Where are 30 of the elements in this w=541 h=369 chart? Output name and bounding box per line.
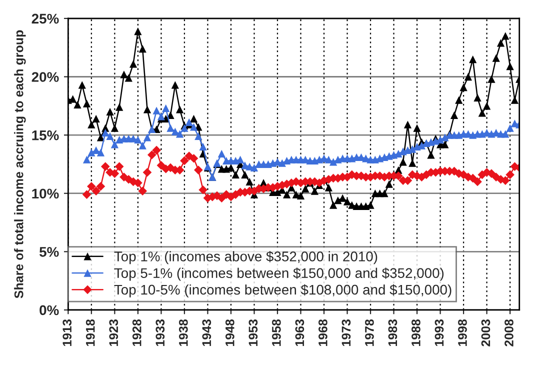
y-axis-title: Share of total income accruing to each group — [14, 30, 26, 298]
legend-label: Top 5-1% (incomes between $150,000 and $352,000) — [114, 268, 444, 281]
y-tick-label: 10% — [32, 188, 59, 199]
x-tick-label: 1953 — [248, 319, 258, 346]
x-tick-label: 1928 — [132, 319, 142, 346]
x-tick-label: 1938 — [178, 319, 188, 346]
x-tick-label: 1963 — [295, 319, 304, 346]
x-tick-label: 1943 — [202, 319, 212, 346]
x-tick-label: 1948 — [225, 319, 234, 346]
x-tick-label: 1973 — [342, 319, 351, 346]
y-tick-label: 5% — [39, 247, 59, 257]
x-tick-label: 1968 — [318, 319, 328, 346]
x-tick-label: 1988 — [412, 319, 420, 346]
x-tick-label: 1993 — [434, 319, 444, 346]
legend-label: Top 10-5% (incomes between $108,000 and $150,000) — [114, 284, 452, 298]
y-tick-label: 25% — [32, 14, 59, 24]
y-tick-label: 20% — [32, 72, 59, 82]
y-tick-label: 15% — [32, 130, 59, 140]
x-tick-label: 1983 — [388, 319, 398, 346]
x-tick-label: 1918 — [86, 319, 95, 346]
x-tick-label: 1933 — [156, 319, 165, 346]
x-tick-label: 1958 — [272, 319, 281, 346]
x-tick-label: 1998 — [458, 319, 467, 346]
x-tick-label: 1923 — [109, 319, 118, 346]
x-tick-label: 1913 — [62, 319, 72, 346]
x-tick-label: 2003 — [481, 319, 490, 346]
legend-label: Top 1% (incomes above $352,000 in 2010) — [114, 250, 378, 264]
x-tick-label: 2008 — [504, 319, 514, 346]
x-tick-label: 1978 — [365, 319, 374, 346]
y-tick-label: 0% — [40, 305, 59, 316]
